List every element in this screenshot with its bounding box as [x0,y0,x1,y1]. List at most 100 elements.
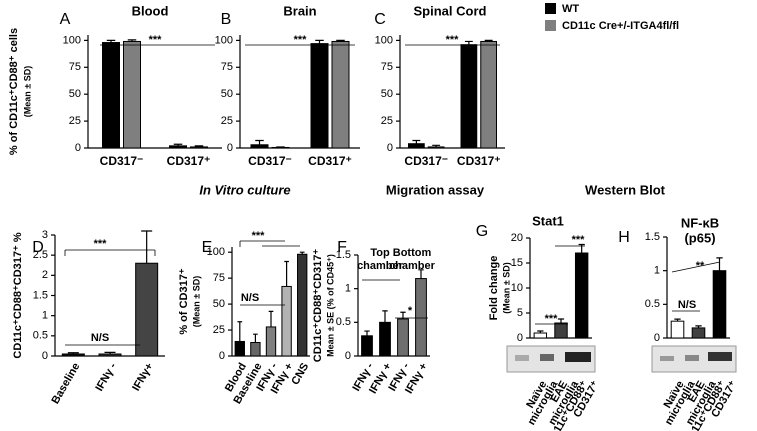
y-tick-label: 1 [345,283,351,295]
error-bar [418,269,424,279]
y-tick-label: 0 [517,332,523,344]
bar [379,321,391,357]
y-axis-label: CD11c⁺CD88⁺CD317⁺ % [12,232,24,358]
bar [250,144,269,149]
annotation: chamber [389,260,436,272]
panel-letter: C [374,11,386,28]
bar [480,40,497,149]
y-tick-label: 2 [42,269,48,281]
y-tick-label: 1 [42,310,48,322]
bar [460,44,478,149]
y-tick-label: 75 [213,272,225,284]
error-bar [315,39,324,44]
x-tick-label: CD317⁺ [308,154,352,168]
annotation: N/S [241,292,259,304]
legend-label: WT [562,3,579,15]
error-bar [382,310,388,323]
y-tick-label: 0 [654,332,660,344]
y-tick-label: 100 [63,34,81,46]
panel-title: (p65) [684,230,715,245]
annotation: *** [446,34,460,46]
y-tick-label: 50 [221,88,233,100]
bar [169,145,187,149]
y-tick-label: 25 [221,115,233,127]
bar [234,340,245,357]
legend-swatch [545,3,556,14]
panel-letter: D [32,239,44,256]
y-tick-label: 1.5 [336,249,351,261]
bar [271,146,290,149]
bar [123,40,141,149]
annotation: Bottom [393,247,432,259]
annotation: *** [572,234,586,246]
annotation: N/S [678,299,696,311]
error-bar [557,318,565,323]
y-axis-label: (Mean ± SD) [501,262,511,313]
panel-title: Spinal Cord [414,3,487,18]
legend-label: CD11c Cre+/-ITGA4fl/fl [562,20,679,32]
annotation: *** [294,34,308,46]
y-tick-label: 3 [42,229,48,241]
annotation: *** [149,34,163,46]
bar [190,146,208,149]
error-bar [432,144,441,147]
y-axis-label: Fold change [488,256,500,321]
annotation: *** [545,313,559,325]
error-bar [255,139,264,145]
y-tick-label: 75 [221,61,233,73]
x-tick-label: CD317⁺ [167,154,211,168]
bar [310,43,329,149]
y-tick-label: 100 [207,246,225,258]
y-tick-label: 100 [375,34,393,46]
error-bar [299,251,305,255]
y-tick-label: 50 [69,88,81,100]
y-tick-label: 0.5 [336,316,351,328]
error-bar [412,139,421,144]
y-axis-label: % of CD11c⁺CD88⁺ cells [8,28,20,155]
error-bar [67,352,79,354]
y-tick-label: 100 [215,34,233,46]
error-bar [141,230,153,264]
bar [250,342,261,357]
bar [574,252,589,339]
bar [712,270,727,339]
y-axis-label: % of CD317⁺ [178,268,190,335]
bar [397,318,409,357]
y-tick-label: 10 [511,282,523,294]
annotation: chamber [357,260,404,272]
y-tick-label: 0 [42,350,48,362]
bar [691,327,706,339]
y-tick-label: 75 [381,61,393,73]
y-tick-label: 2.5 [33,249,48,261]
error-bar [674,318,681,322]
error-bar [237,321,243,342]
y-axis-label: (Mean ± SD) [191,276,201,327]
error-bar [276,146,285,148]
bar [281,285,292,357]
panel-letter: F [337,239,347,256]
y-axis-label: CD11c⁺CD88⁺CD317⁺ [312,249,324,363]
bar [331,40,350,149]
y-tick-label: 50 [381,88,393,100]
bar [61,353,85,357]
x-tick-label: CD317⁻ [248,154,292,168]
panel-letter: G [476,223,488,240]
error-bar [364,330,370,336]
error-bar [336,39,345,42]
annotation: Top [370,247,390,259]
y-tick-label: 25 [213,324,225,336]
bar [297,253,308,357]
y-tick-label: 50 [213,298,225,310]
y-axis-label: (Mean ± SD) [22,66,32,117]
y-tick-label: 25 [381,115,393,127]
bar [415,278,427,357]
y-tick-label: 25 [69,115,81,127]
annotation: N/S [91,332,109,344]
y-tick-label: 0 [387,142,393,154]
error-bar [106,39,116,43]
panel-title: Brain [283,3,316,18]
y-tick-label: 0.5 [33,330,48,342]
y-tick-label: 5 [517,307,523,319]
error-bar [716,257,723,271]
x-tick-label: Baseline [49,361,82,406]
